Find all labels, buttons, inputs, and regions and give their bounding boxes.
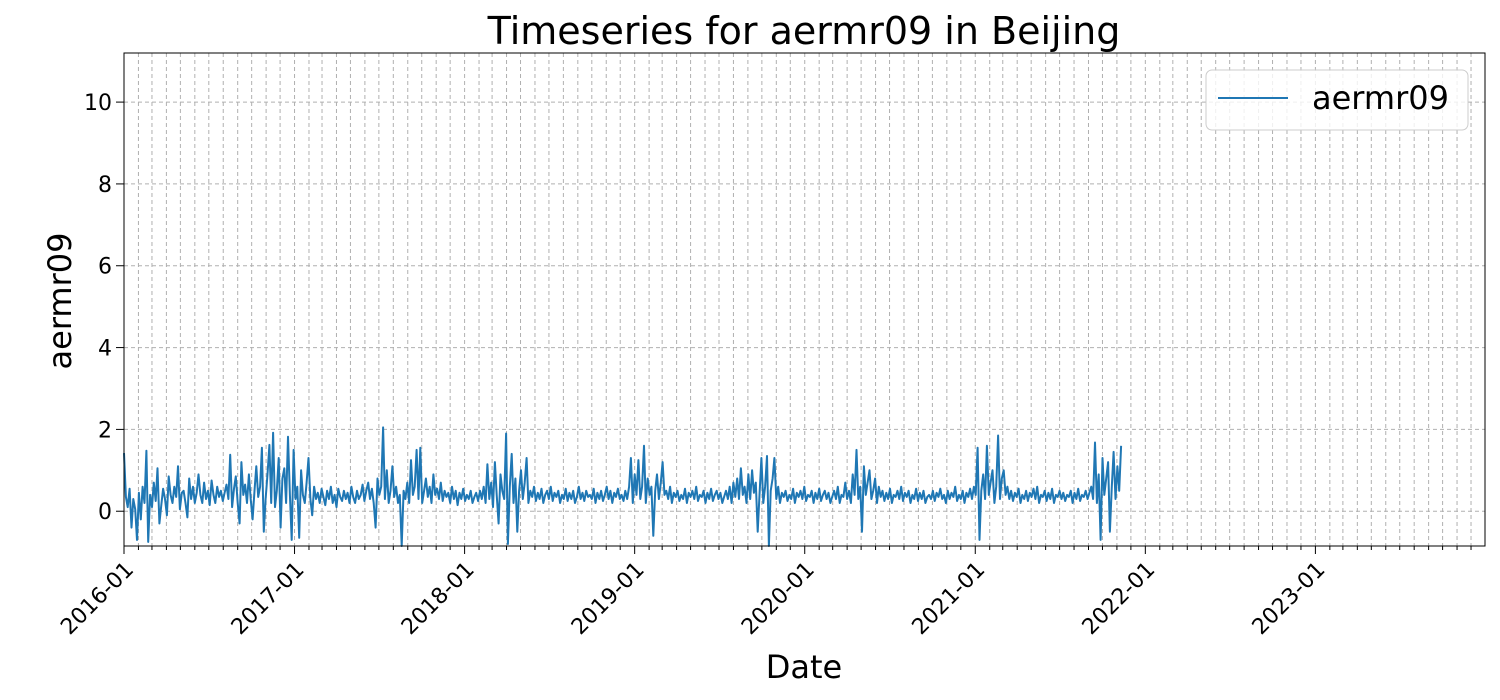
legend: aermr09 xyxy=(1205,69,1469,131)
y-tick-label: 6 xyxy=(98,255,112,280)
series-line-aermr09 xyxy=(123,426,1123,547)
x-tick-label: 2017-01 xyxy=(227,557,310,640)
y-axis-label: aermr09 xyxy=(41,233,79,370)
legend-box xyxy=(1205,69,1469,131)
x-tick-label: 2021-01 xyxy=(908,557,991,640)
x-axis: 2016-01 2017-01 2018-01 2019-01 2020-01 2021-… xyxy=(56,546,1472,640)
chart-title: Timeseries for aermr09 in Beijing xyxy=(487,9,1121,53)
y-tick-label: 10 xyxy=(84,91,112,116)
y-axis: 0 2 4 6 8 10 xyxy=(84,91,124,525)
y-tick-label: 8 xyxy=(98,173,112,198)
y-tick-label: 0 xyxy=(98,500,112,525)
x-tick-label: 2022-01 xyxy=(1078,557,1161,640)
series-layer xyxy=(123,426,1123,547)
x-tick-label: 2023-01 xyxy=(1248,557,1331,640)
x-tick-label: 2019-01 xyxy=(567,557,650,640)
x-tick-label: 2016-01 xyxy=(56,557,139,640)
legend-label: aermr09 xyxy=(1312,79,1449,117)
y-tick-label: 4 xyxy=(98,337,112,362)
x-axis-label: Date xyxy=(766,648,842,686)
x-tick-label: 2018-01 xyxy=(397,557,480,640)
y-tick-label: 2 xyxy=(98,418,112,443)
x-tick-label: 2020-01 xyxy=(737,557,820,640)
